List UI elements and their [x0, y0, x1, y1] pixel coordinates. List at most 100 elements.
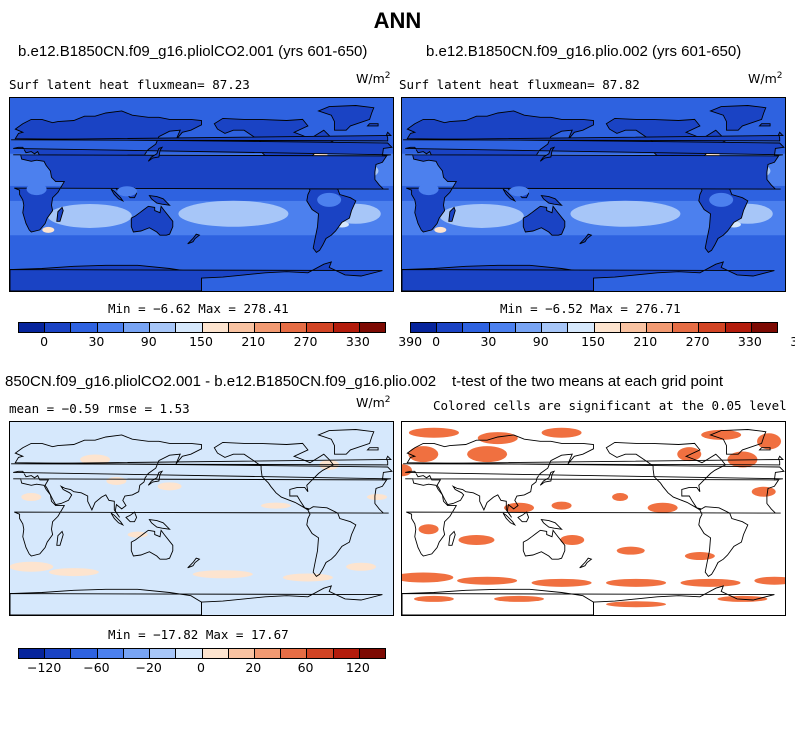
- coastline-southAmerica: [306, 506, 357, 578]
- colorbar-tick-label: 150: [189, 334, 213, 349]
- colorbar-box: [97, 323, 124, 332]
- coastline-greenland: [709, 105, 767, 131]
- positive-anomaly: [367, 494, 388, 501]
- coastline-iceland: [758, 123, 771, 127]
- significant-region: [560, 534, 585, 545]
- colorbar-box: [568, 323, 595, 332]
- panel1-case-title: b.e12.B1850CN.f09_g16.pliolCO2.001 (yrs …: [18, 43, 368, 60]
- coastline-japan: [539, 146, 556, 162]
- colorbar-box: [515, 323, 543, 332]
- colorbar-box: [333, 323, 360, 332]
- colorbar-box: [307, 323, 334, 332]
- positive-anomaly: [48, 568, 99, 577]
- coastline-greenland: [709, 429, 767, 455]
- coastline-antarcticaW: [402, 261, 775, 291]
- panel1-map: [9, 97, 394, 292]
- significant-region: [413, 595, 454, 602]
- coastline-sumatra: [110, 512, 125, 527]
- colorbar-box: [202, 649, 229, 658]
- significant-region: [408, 446, 439, 463]
- agulhas-max: [42, 226, 55, 233]
- maritime-continent-flux: [117, 186, 138, 197]
- significant-region: [531, 578, 592, 587]
- colorbar-tick-label: 330: [345, 334, 370, 349]
- colorbar-box: [751, 323, 778, 332]
- coastline-nz: [187, 233, 201, 245]
- panel3-min-max: Min = −17.82 Max = 17.67: [108, 627, 289, 642]
- colorbar-box: [228, 323, 255, 332]
- panel3-units: W/m2: [356, 395, 391, 411]
- colorbar-box: [594, 323, 621, 332]
- colorbar-box: [333, 649, 360, 658]
- colorbar-tick-label: 210: [633, 334, 658, 349]
- coastline-madagascar: [56, 530, 64, 546]
- panel2-units: W/m2: [748, 71, 783, 87]
- colorbar-box: [699, 323, 726, 332]
- coastline-africa: [13, 478, 389, 557]
- colorbar-box: [123, 649, 151, 658]
- significant-region: [467, 446, 508, 463]
- colorbar-box: [254, 323, 282, 332]
- coastline-uk: [11, 131, 392, 142]
- significant-region: [606, 578, 667, 587]
- colorbar-box: [123, 323, 151, 332]
- panel4-case-title: t-test of the two means at each grid poi…: [452, 373, 723, 390]
- significant-region: [684, 552, 715, 561]
- panel4-world-map: [402, 422, 785, 615]
- significant-region: [647, 502, 678, 513]
- colorbar-tick-label: 90: [140, 334, 157, 349]
- colorbar-tick-label: −60: [83, 660, 110, 675]
- panel3-map: [9, 421, 394, 616]
- coastline-iceland: [366, 447, 379, 451]
- significant-region: [458, 534, 495, 545]
- coastline-newguinea: [148, 195, 171, 206]
- colorbar-box: [97, 649, 124, 658]
- colorbar-tick-label: 30: [88, 334, 105, 349]
- coastline-africa: [405, 478, 781, 557]
- coastline-australia: [130, 529, 174, 560]
- colorbar-box: [71, 323, 98, 332]
- panel4-map: [401, 421, 786, 616]
- congo-basin-flux: [26, 183, 47, 196]
- coastline-greenland: [317, 429, 375, 455]
- panel1-colorbar: [18, 322, 386, 333]
- coastline-uk: [403, 455, 784, 466]
- colorbar-box: [359, 649, 386, 658]
- coastline-antarctica: [10, 588, 202, 615]
- panel3-world-map: [10, 422, 393, 615]
- coastline-northAmerica: [213, 441, 335, 511]
- coastline-sumatra: [502, 512, 517, 527]
- coastline-africa: [405, 154, 781, 233]
- significant-region: [606, 601, 667, 608]
- colorbar-tick-label: 0: [432, 334, 441, 349]
- coastline-japan: [147, 470, 164, 486]
- coastline-nz: [579, 233, 593, 245]
- congo-basin-flux: [418, 183, 439, 196]
- panel2-variable-mean: Surf latent heat fluxmean= 87.82: [399, 77, 640, 92]
- panel2-case-title: b.e12.B1850CN.f09_g16.plio.002 (yrs 601-…: [426, 43, 742, 60]
- positive-anomaly: [106, 476, 127, 485]
- significant-region: [701, 429, 742, 440]
- coastline-borneo: [125, 511, 138, 523]
- significant-region: [680, 578, 741, 587]
- panel4-subtitle: Colored cells are significant at the 0.0…: [433, 398, 787, 413]
- coastline-australia: [522, 205, 566, 236]
- positive-anomaly: [21, 493, 42, 502]
- positive-anomaly: [80, 454, 111, 465]
- colorbar-box: [437, 323, 464, 332]
- significant-region: [751, 486, 776, 497]
- coastline-antarcticaW: [10, 585, 383, 615]
- positive-anomaly: [282, 573, 333, 582]
- colorbar-box: [202, 323, 229, 332]
- coastline-antarcticaW: [10, 261, 383, 291]
- colorbar-tick-label: 20: [245, 660, 262, 675]
- colorbar-tick-label: 330: [737, 334, 762, 349]
- significant-region: [457, 576, 518, 585]
- panel2-min-max: Min = −6.52 Max = 276.71: [500, 301, 681, 316]
- colorbar-box: [45, 323, 72, 332]
- indian-ocean-trade-zone: [439, 203, 524, 228]
- coastline-madagascar: [448, 530, 456, 546]
- coastline-australia: [522, 529, 566, 560]
- coastline-eurasia: [405, 434, 785, 518]
- significant-region: [616, 546, 645, 555]
